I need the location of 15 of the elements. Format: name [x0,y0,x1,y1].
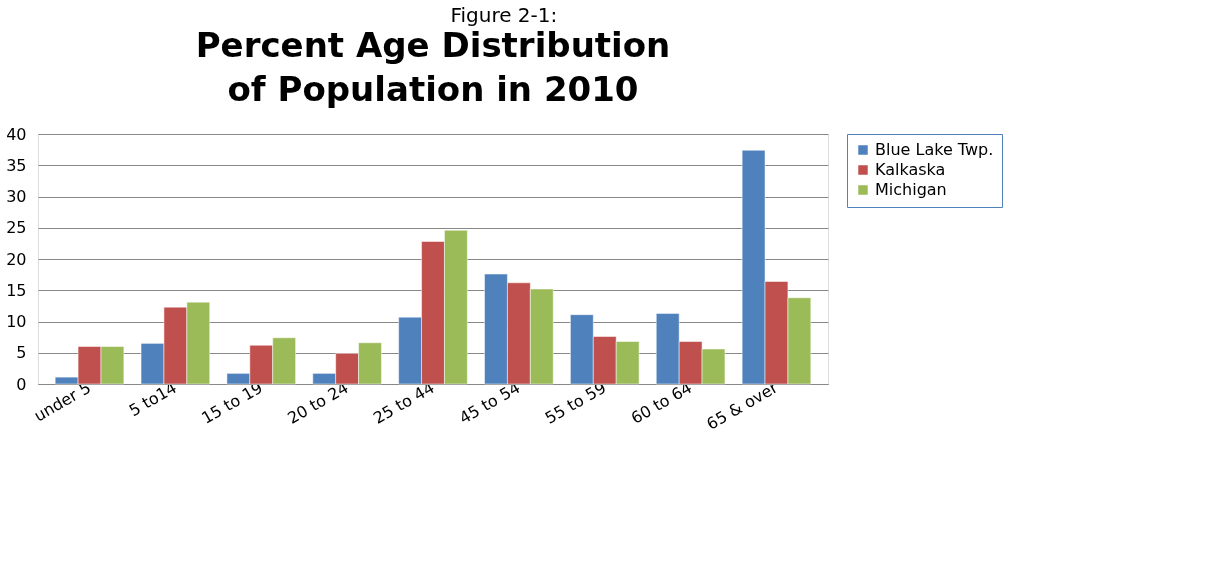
legend-label: Kalkaska [875,160,946,179]
chart-title: Percent Age Distribution of Population in 2010 [195,25,671,109]
legend-label: Blue Lake Twp. [875,140,994,159]
legend-label: Michigan [875,180,947,199]
y-tick-label: 20 [6,249,27,269]
y-tick-label: 25 [6,218,27,238]
y-tick-label: 0 [16,374,27,394]
y-tick-label: 10 [6,312,27,331]
y-tick-label: 40 [6,124,27,144]
y-tick-label: 5 [16,343,27,363]
x-tick-label: 65 & over [703,377,782,434]
y-tick-label: 35 [6,155,27,175]
y-tick-label: 15 [6,280,27,300]
chart-subtitle: Figure 2-1: [450,2,558,27]
y-tick-label: 30 [6,187,27,206]
